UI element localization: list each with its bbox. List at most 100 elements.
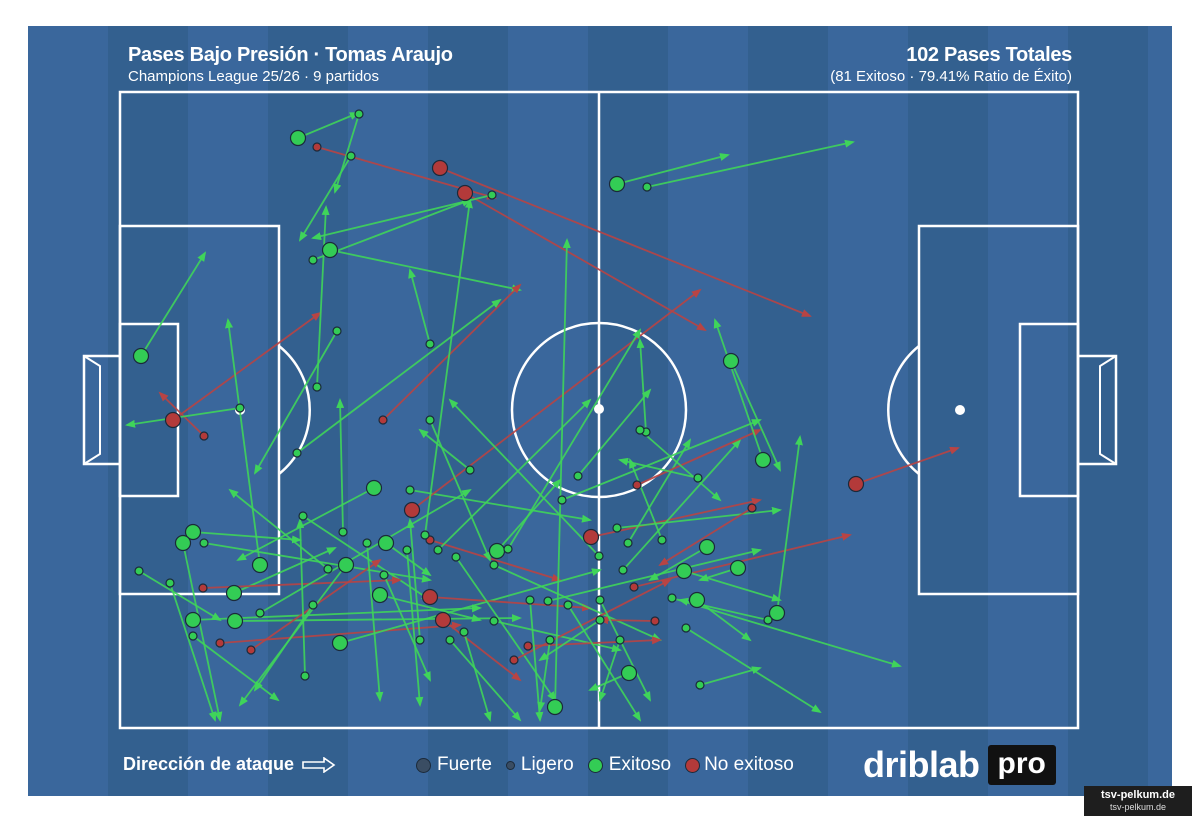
pass-line-successful	[192, 531, 302, 544]
pass-origin-successful	[489, 560, 499, 570]
pass-line-successful	[296, 518, 306, 677]
pass-line-successful	[463, 631, 492, 722]
pass-line-unsuccessful	[429, 539, 562, 582]
strong-marker-icon	[416, 757, 431, 773]
pass-origin-successful	[379, 570, 389, 580]
attack-direction-label: Dirección de ataque	[123, 754, 295, 774]
pass-origin-successful	[289, 129, 307, 147]
pass-origin-successful	[420, 530, 430, 540]
legend-item-unsuccessful: No exitoso	[685, 754, 794, 776]
pass-origin-successful	[255, 608, 265, 618]
success-marker-icon	[587, 757, 603, 773]
pass-line-unsuccessful	[158, 391, 205, 437]
pass-line-successful	[622, 438, 742, 571]
pass-line-successful	[730, 360, 781, 472]
pass-origin-unsuccessful	[523, 641, 533, 651]
center-spot	[594, 404, 604, 414]
pass-line-successful	[182, 542, 223, 722]
pass-line-successful	[616, 153, 730, 185]
pass-origin-successful	[174, 534, 192, 552]
pass-origin-successful	[545, 635, 555, 645]
pass-line-unsuccessful	[429, 596, 592, 612]
pass-origin-successful	[165, 578, 175, 588]
pass-line-successful	[636, 338, 647, 433]
pass-origin-successful	[620, 664, 638, 682]
pass-line-successful	[493, 564, 662, 641]
pass-line-successful	[577, 388, 652, 477]
pass-origin-unsuccessful	[215, 638, 225, 648]
pass-origin-successful	[354, 109, 364, 119]
pass-line-successful	[618, 457, 699, 479]
pass-line-successful	[507, 328, 642, 550]
pass-line-successful	[418, 428, 471, 471]
pass-line-successful	[329, 249, 522, 293]
left-goal-net	[83, 355, 101, 465]
brand-name: driblab	[863, 744, 980, 785]
pass-origin-unsuccessful	[246, 645, 256, 655]
pass-origin-successful	[465, 465, 475, 475]
legend: Fuerte Ligero Exitoso No exitoso	[416, 754, 808, 776]
pass-line-unsuccessful	[439, 167, 812, 317]
pass-line-unsuccessful	[411, 288, 702, 511]
pass-origin-unsuccessful	[431, 159, 449, 177]
pass-origin-successful	[433, 545, 443, 555]
pass-origin-successful	[362, 538, 372, 548]
pass-origin-successful	[308, 255, 318, 265]
pass-line-unsuccessful	[442, 619, 522, 682]
pass-origin-successful	[768, 604, 786, 622]
pitch-stripe	[1068, 26, 1148, 796]
page-title: Pases Bajo Presión · Tomas Araujo	[128, 44, 453, 66]
pass-origins	[132, 109, 865, 716]
pass-origin-successful	[235, 403, 245, 413]
center-circle	[510, 321, 688, 499]
pass-line-successful	[253, 330, 338, 475]
pass-line-successful	[333, 113, 360, 194]
pass-line-successful	[424, 198, 473, 536]
pitch	[82, 26, 1148, 796]
pass-origin-unsuccessful	[164, 411, 182, 429]
pass-origin-successful	[563, 600, 573, 610]
pass-origin-successful	[365, 479, 383, 497]
pass-origin-successful	[595, 595, 605, 605]
pass-origin-successful	[188, 631, 198, 641]
right-goal	[1078, 354, 1118, 466]
pass-origin-successful	[337, 556, 355, 574]
pass-origin-successful	[251, 556, 269, 574]
pass-line-successful	[302, 515, 432, 602]
pass-line-successful	[297, 112, 360, 139]
pass-line-successful	[627, 438, 692, 544]
pass-origin-successful	[402, 545, 412, 555]
pass-origin-unsuccessful	[199, 431, 209, 441]
pass-origin-successful	[132, 347, 150, 365]
pass-line-unsuccessful	[513, 579, 672, 661]
pass-line-successful	[406, 518, 421, 641]
pass-map-panel: Pases Bajo Presión · Tomas Araujo Champi…	[28, 26, 1172, 796]
right-goal-net	[1099, 355, 1117, 465]
pass-origin-successful	[595, 615, 605, 625]
pass-line-successful	[699, 666, 762, 686]
right-goal-area	[1018, 322, 1080, 498]
pass-origin-successful	[546, 698, 564, 716]
pass-line-unsuccessful	[636, 429, 762, 486]
legend-label-unsuccessful: No exitoso	[704, 754, 794, 775]
pass-origin-successful	[608, 175, 626, 193]
pass-line-successful	[639, 429, 722, 502]
pass-origin-successful	[331, 634, 349, 652]
pass-origin-successful	[184, 611, 202, 629]
pass-origin-unsuccessful	[198, 583, 208, 593]
pass-line-unsuccessful	[172, 311, 322, 421]
pass-origin-successful	[489, 616, 499, 626]
pass-line-successful	[713, 318, 764, 461]
pass-origin-unsuccessful	[456, 184, 474, 202]
pass-origin-successful	[425, 339, 435, 349]
pass-origin-successful	[308, 600, 318, 610]
pass-line-successful	[646, 139, 855, 188]
pass-origin-successful	[688, 591, 706, 609]
pitch-stripe	[268, 26, 348, 796]
pass-origin-successful	[487, 190, 497, 200]
pass-line-successful	[616, 506, 782, 529]
pass-line-successful	[383, 574, 431, 682]
pass-line-successful	[312, 199, 472, 261]
pass-origin-unsuccessful	[582, 528, 600, 546]
pass-origin-successful	[332, 326, 342, 336]
